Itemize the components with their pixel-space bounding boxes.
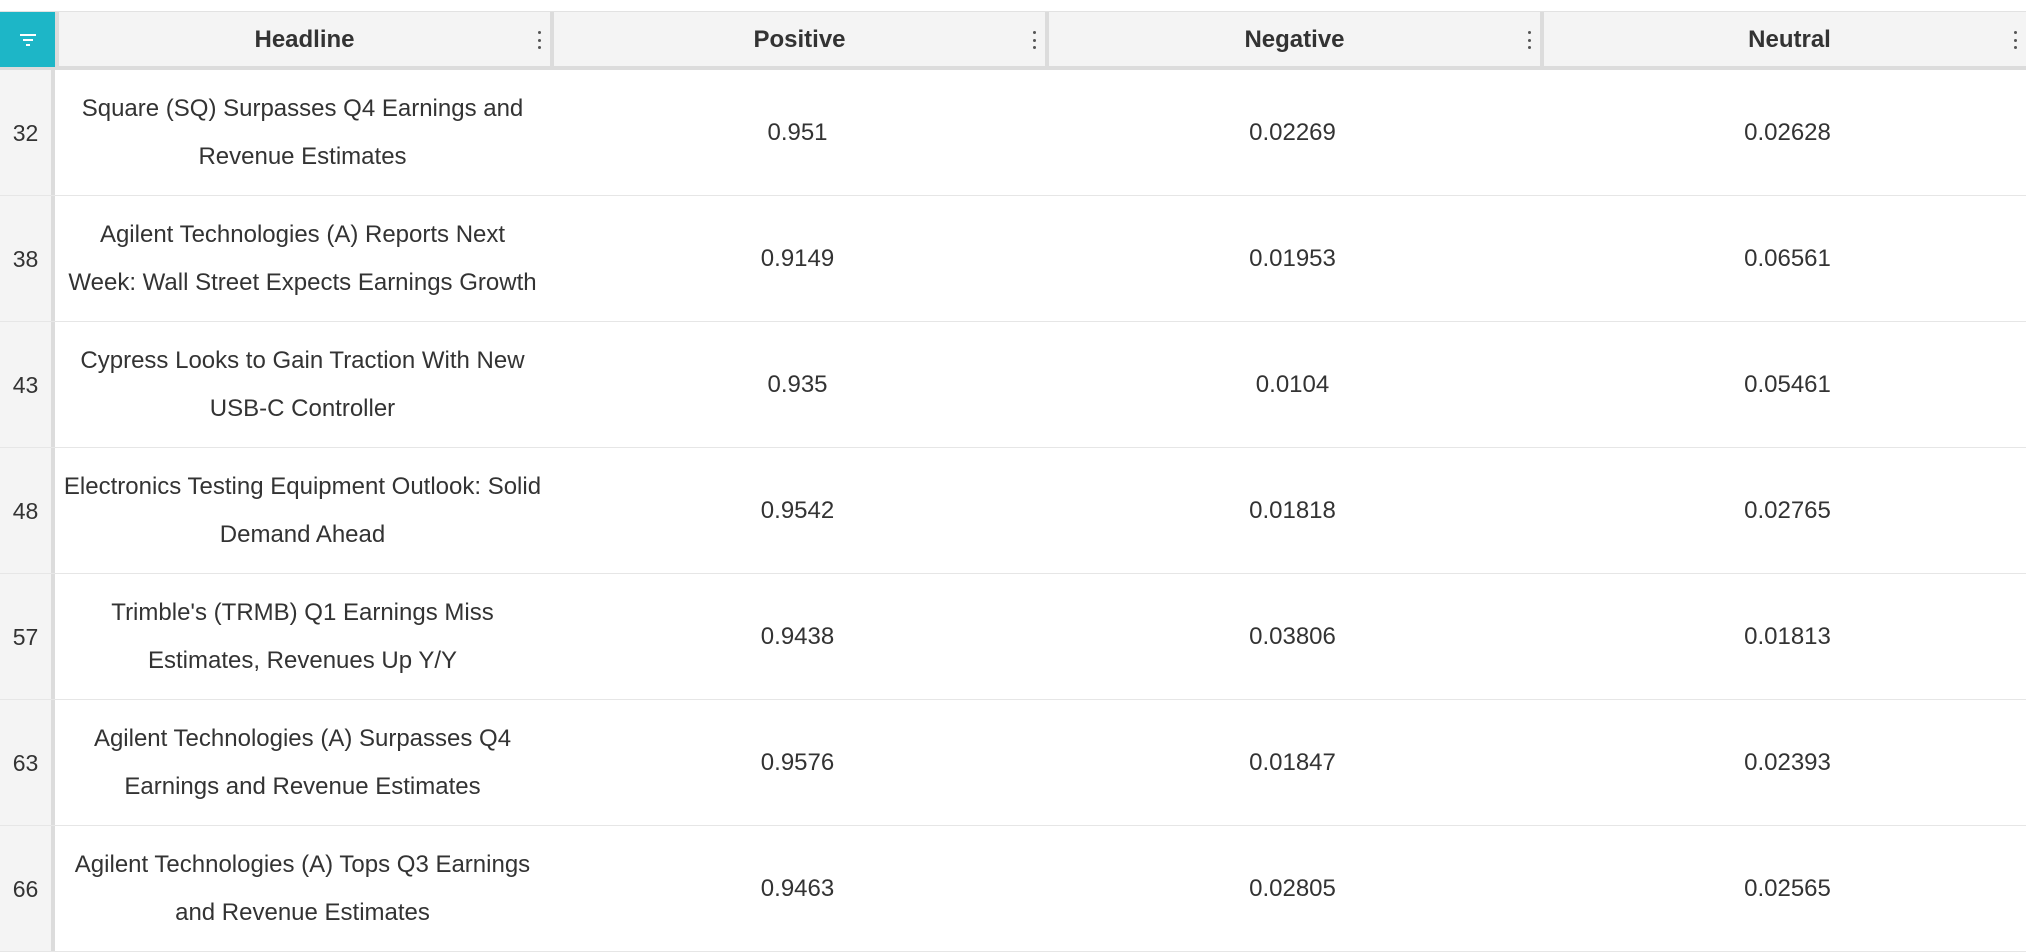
negative-cell[interactable]: 0.03806 xyxy=(1249,622,1336,650)
neutral-cell[interactable]: 0.01813 xyxy=(1744,622,1831,650)
positive-cell[interactable]: 0.935 xyxy=(767,370,828,398)
row-index: 57 xyxy=(0,574,55,699)
positive-cell[interactable]: 0.9463 xyxy=(760,874,835,902)
table-row[interactable]: 63 Agilent Technologies (A) Surpasses Q4… xyxy=(0,700,2026,826)
positive-cell[interactable]: 0.9576 xyxy=(760,748,835,776)
row-index: 43 xyxy=(0,322,55,447)
row-index: 63 xyxy=(0,700,55,825)
table-row[interactable]: 48 Electronics Testing Equipment Outlook… xyxy=(0,448,2026,574)
column-header-neutral[interactable]: Neutral xyxy=(1540,12,2026,67)
positive-cell[interactable]: 0.951 xyxy=(767,118,828,146)
neutral-cell[interactable]: 0.02393 xyxy=(1744,748,1831,776)
headline-cell[interactable]: Agilent Technologies (A) Surpasses Q4 Ea… xyxy=(93,724,512,800)
headline-cell[interactable]: Agilent Technologies (A) Reports Next We… xyxy=(68,220,537,296)
column-menu-icon[interactable] xyxy=(2012,31,2018,49)
neutral-cell[interactable]: 0.05461 xyxy=(1744,370,1831,398)
neutral-cell[interactable]: 0.02565 xyxy=(1744,874,1831,902)
column-header-negative[interactable]: Negative xyxy=(1045,12,1540,67)
column-menu-icon[interactable] xyxy=(1031,31,1037,49)
negative-cell[interactable]: 0.02269 xyxy=(1249,118,1336,146)
neutral-cell[interactable]: 0.06561 xyxy=(1744,244,1831,272)
positive-cell[interactable]: 0.9542 xyxy=(760,496,835,524)
headline-cell[interactable]: Trimble's (TRMB) Q1 Earnings Miss Estima… xyxy=(111,598,494,674)
table-row[interactable]: 66 Agilent Technologies (A) Tops Q3 Earn… xyxy=(0,826,2026,952)
column-menu-icon[interactable] xyxy=(536,31,542,49)
table-row[interactable]: 43 Cypress Looks to Gain Traction With N… xyxy=(0,322,2026,448)
column-header-label: Positive xyxy=(753,25,846,53)
column-header-label: Neutral xyxy=(1748,25,1831,53)
row-index: 32 xyxy=(0,70,55,195)
filter-button[interactable] xyxy=(0,12,55,67)
row-index: 38 xyxy=(0,196,55,321)
headline-cell[interactable]: Square (SQ) Surpasses Q4 Earnings and Re… xyxy=(81,94,524,170)
neutral-cell[interactable]: 0.02765 xyxy=(1744,496,1831,524)
positive-cell[interactable]: 0.9149 xyxy=(760,244,835,272)
headline-cell[interactable]: Cypress Looks to Gain Traction With New … xyxy=(80,346,525,422)
table-row[interactable]: 32 Square (SQ) Surpasses Q4 Earnings and… xyxy=(0,70,2026,196)
headline-cell[interactable]: Electronics Testing Equipment Outlook: S… xyxy=(63,472,542,548)
negative-cell[interactable]: 0.0104 xyxy=(1255,370,1330,398)
filter-icon xyxy=(19,33,36,46)
row-index: 48 xyxy=(0,448,55,573)
negative-cell[interactable]: 0.02805 xyxy=(1249,874,1336,902)
row-index: 66 xyxy=(0,826,55,951)
column-header-headline[interactable]: Headline xyxy=(55,12,550,67)
grid-header: Headline Positive Negative Neutral xyxy=(0,11,2026,70)
table-row[interactable]: 38 Agilent Technologies (A) Reports Next… xyxy=(0,196,2026,322)
negative-cell[interactable]: 0.01953 xyxy=(1249,244,1336,272)
headline-cell[interactable]: Agilent Technologies (A) Tops Q3 Earning… xyxy=(74,850,531,926)
column-header-positive[interactable]: Positive xyxy=(550,12,1045,67)
column-menu-icon[interactable] xyxy=(1526,31,1532,49)
positive-cell[interactable]: 0.9438 xyxy=(760,622,835,650)
column-header-label: Headline xyxy=(254,25,355,53)
negative-cell[interactable]: 0.01818 xyxy=(1249,496,1336,524)
column-header-label: Negative xyxy=(1244,25,1345,53)
table-row[interactable]: 57 Trimble's (TRMB) Q1 Earnings Miss Est… xyxy=(0,574,2026,700)
neutral-cell[interactable]: 0.02628 xyxy=(1744,118,1831,146)
negative-cell[interactable]: 0.01847 xyxy=(1249,748,1336,776)
